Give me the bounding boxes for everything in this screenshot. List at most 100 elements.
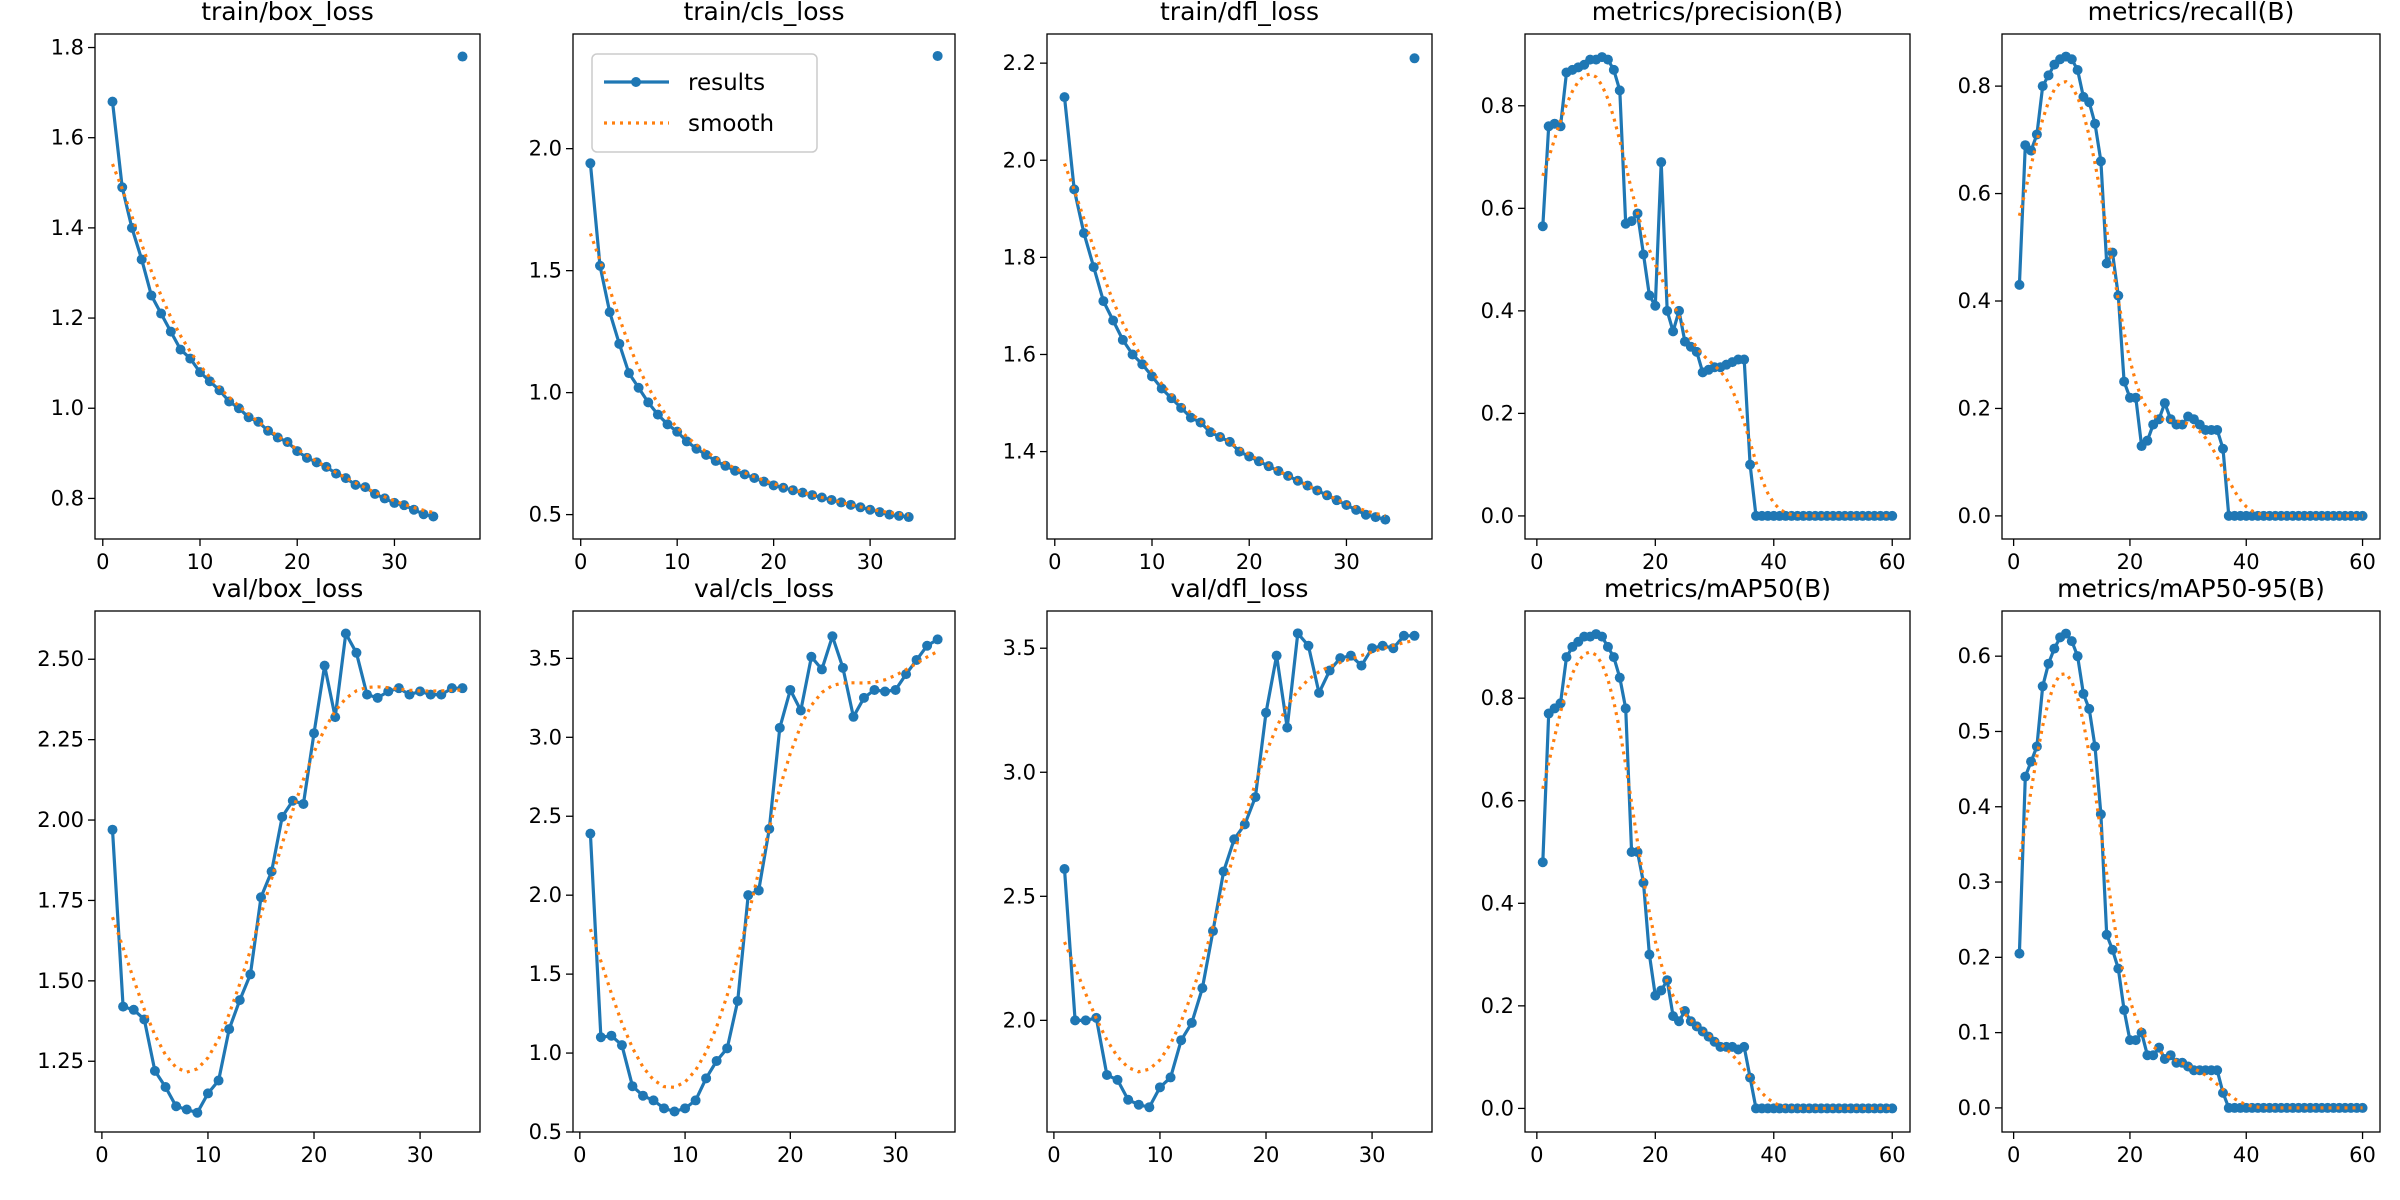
results-point — [1271, 650, 1282, 661]
results-point — [457, 51, 468, 62]
y-tick-label: 0.0 — [1958, 504, 1991, 528]
results-point — [2049, 643, 2060, 654]
y-tick-label: 2.50 — [37, 647, 84, 671]
axes-frame — [1524, 33, 1911, 540]
results-point — [1537, 857, 1548, 868]
results-point — [436, 689, 447, 700]
results-line — [588, 163, 909, 519]
results-point — [156, 308, 167, 319]
smooth-line — [588, 650, 939, 1089]
subplot-7: val/dfl_loss 0 10 20 30 2.0 2.5 3.0 3.5 — [1003, 574, 1433, 1167]
results-point — [1059, 92, 1070, 103]
x-tick-label: 60 — [1879, 550, 1906, 574]
results-point — [701, 1073, 712, 1084]
results-point — [1078, 228, 1089, 239]
x-tick-label: 10 — [187, 550, 214, 574]
results-point — [1561, 652, 1572, 663]
results-point — [1154, 1082, 1165, 1093]
results-point — [149, 1065, 160, 1076]
results-point — [243, 412, 254, 423]
y-tick-label: 3.0 — [1003, 760, 1036, 784]
results-point — [2119, 376, 2130, 387]
results-point — [1644, 290, 1655, 301]
x-tick-label: 40 — [2233, 1143, 2260, 1167]
results-point — [1144, 1102, 1155, 1113]
results-point — [922, 640, 933, 651]
y-tick-label: 3.0 — [529, 725, 562, 749]
y-tick-label: 0.6 — [1481, 789, 1514, 813]
results-point — [1662, 305, 1673, 316]
y-tick-label: 1.6 — [51, 126, 84, 150]
y-tick-label: 0.0 — [1481, 1096, 1514, 1120]
results-point — [192, 1107, 203, 1118]
legend-results-marker — [631, 77, 641, 87]
x-tick-label: 0 — [1047, 1143, 1060, 1167]
results-point — [301, 452, 312, 463]
x-tick-label: 0 — [2007, 550, 2020, 574]
y-tick-label: 2.2 — [1003, 51, 1036, 75]
smooth-line — [1063, 638, 1415, 1074]
results-point — [2084, 703, 2095, 714]
results-point — [785, 684, 796, 695]
results-point — [1335, 653, 1346, 664]
y-tick-label: 0.2 — [1958, 396, 1991, 420]
results-point — [732, 995, 743, 1006]
y-tick-label: 2.00 — [37, 808, 84, 832]
results-line — [110, 631, 463, 1115]
results-point — [2043, 658, 2054, 669]
results-point — [1597, 631, 1607, 642]
results-point — [2113, 963, 2124, 974]
results-point — [2014, 948, 2025, 959]
y-tick-label: 0.2 — [1481, 401, 1514, 425]
results-point — [1218, 866, 1229, 877]
results-point — [107, 824, 118, 835]
results-point — [1674, 1016, 1684, 1027]
results-point — [1108, 315, 1119, 326]
results-point — [404, 689, 415, 700]
results-point — [1117, 334, 1128, 345]
results-line — [1541, 55, 1893, 518]
results-point — [1739, 1041, 1750, 1052]
x-tick-label: 10 — [672, 1143, 699, 1167]
results-point — [204, 376, 215, 387]
results-line — [1062, 96, 1386, 522]
results-line — [1541, 632, 1893, 1111]
subplot-1: train/cls_loss 0 10 20 30 0.5 1.0 1.5 2.0 results… — [529, 0, 956, 574]
results-point — [171, 1101, 182, 1112]
results-point — [606, 1030, 617, 1041]
results-point — [1638, 249, 1649, 260]
results-point — [1186, 1017, 1197, 1028]
y-tick-label: 1.0 — [529, 381, 562, 405]
results-point — [181, 1104, 192, 1115]
results-point — [1098, 296, 1109, 307]
results-point — [1409, 630, 1420, 641]
x-tick-label: 10 — [1139, 550, 1166, 574]
results-point — [1367, 643, 1378, 654]
results-point — [1282, 722, 1293, 733]
results-point — [1537, 221, 1548, 232]
y-tick-label: 0.8 — [1481, 686, 1514, 710]
results-point — [894, 510, 905, 521]
results-point — [1745, 1072, 1756, 1083]
x-tick-label: 10 — [195, 1143, 222, 1167]
subplot-4: metrics/recall(B) 0 20 40 60 0.0 0.2 0.4 0.6 0.8 — [1958, 0, 2381, 574]
legend-smooth-label: smooth — [688, 111, 774, 137]
results-point — [774, 722, 785, 733]
results-point — [1127, 349, 1138, 360]
x-tick-label: 30 — [1359, 1143, 1386, 1167]
results-point — [806, 651, 817, 662]
results-point — [2212, 424, 2223, 435]
results-point — [319, 660, 330, 671]
results-point — [428, 511, 439, 522]
results-point — [1147, 371, 1157, 382]
smooth-line — [1541, 72, 1893, 518]
results-point — [1656, 985, 1667, 996]
results-point — [128, 1004, 139, 1015]
results-point — [1185, 412, 1196, 423]
results-point — [1380, 514, 1391, 525]
x-tick-label: 30 — [407, 1143, 434, 1167]
results-point — [1887, 1103, 1898, 1114]
results-point — [1644, 949, 1655, 960]
y-tick-label: 0.1 — [1958, 1021, 1991, 1045]
results-point — [2154, 1042, 2165, 1053]
